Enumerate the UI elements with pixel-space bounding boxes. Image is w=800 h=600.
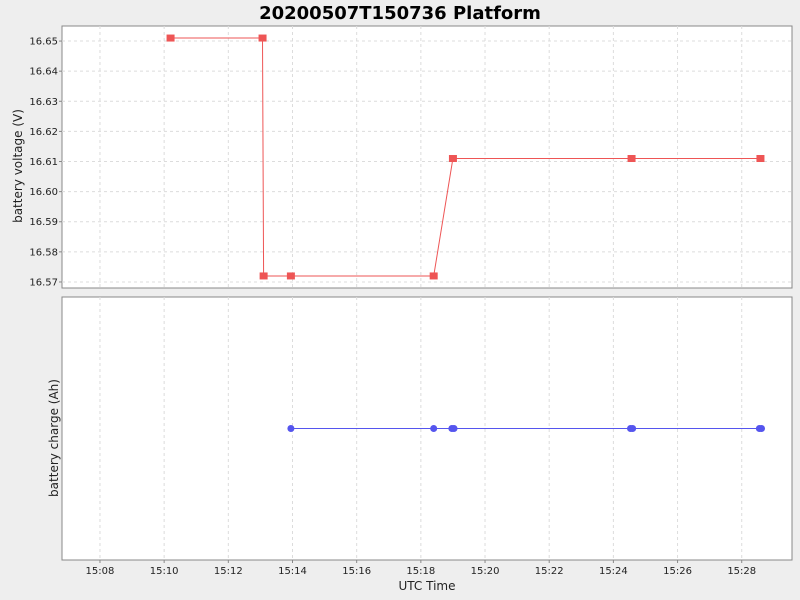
voltage-y-tick-label: 16.63 <box>29 97 58 108</box>
voltage-y-tick-label: 16.61 <box>29 157 58 168</box>
charge-data-point <box>450 425 458 432</box>
voltage-data-point <box>259 272 268 280</box>
x-tick-label: 15:22 <box>535 566 564 577</box>
voltage-y-tick-label: 16.60 <box>29 187 58 198</box>
voltage-y-tick-label: 16.62 <box>29 127 58 138</box>
x-tick-label: 15:26 <box>663 566 692 577</box>
x-tick-label: 15:08 <box>86 566 115 577</box>
charge-data-point <box>287 425 295 432</box>
voltage-data-point <box>756 155 765 163</box>
voltage-panel: 16.57 16.58 16.59 16.60 16.61 16.62 16.63 16.64… <box>11 25 793 289</box>
voltage-data-point <box>258 34 267 42</box>
voltage-y-tick-label: 16.59 <box>29 217 58 228</box>
voltage-data-point <box>448 155 457 163</box>
voltage-y-tick-label: 16.64 <box>29 67 58 78</box>
voltage-y-tick-label: 16.57 <box>29 277 58 288</box>
x-tick-label: 15:12 <box>214 566 243 577</box>
charge-data-point <box>758 425 766 432</box>
x-tick-label: 15:10 <box>150 566 179 577</box>
x-tick-label: 15:28 <box>727 566 756 577</box>
voltage-series-line <box>170 37 761 277</box>
voltage-plot-area <box>61 25 793 289</box>
x-tick-label: 15:20 <box>471 566 500 577</box>
x-tick-label: 15:18 <box>406 566 435 577</box>
voltage-data-point <box>429 272 438 280</box>
charge-data-point <box>629 425 637 432</box>
chart-title: 20200507T150736 Platform <box>259 3 541 24</box>
voltage-data-point <box>166 34 175 42</box>
voltage-data-point <box>286 272 295 280</box>
voltage-y-axis-label: battery voltage (V) <box>11 109 25 223</box>
voltage-y-tick-label: 16.65 <box>29 37 58 48</box>
x-tick-label: 15:24 <box>599 566 628 577</box>
x-tick-label: 15:16 <box>342 566 371 577</box>
voltage-data-point <box>627 155 636 163</box>
charge-data-point <box>430 425 438 432</box>
charge-y-axis-label: battery charge (Ah) <box>47 379 61 497</box>
charge-panel: battery charge (Ah) <box>47 296 793 561</box>
x-axis-label: UTC Time <box>399 579 456 593</box>
voltage-y-tick-label: 16.58 <box>29 247 58 258</box>
x-tick-label: 15:14 <box>278 566 307 577</box>
